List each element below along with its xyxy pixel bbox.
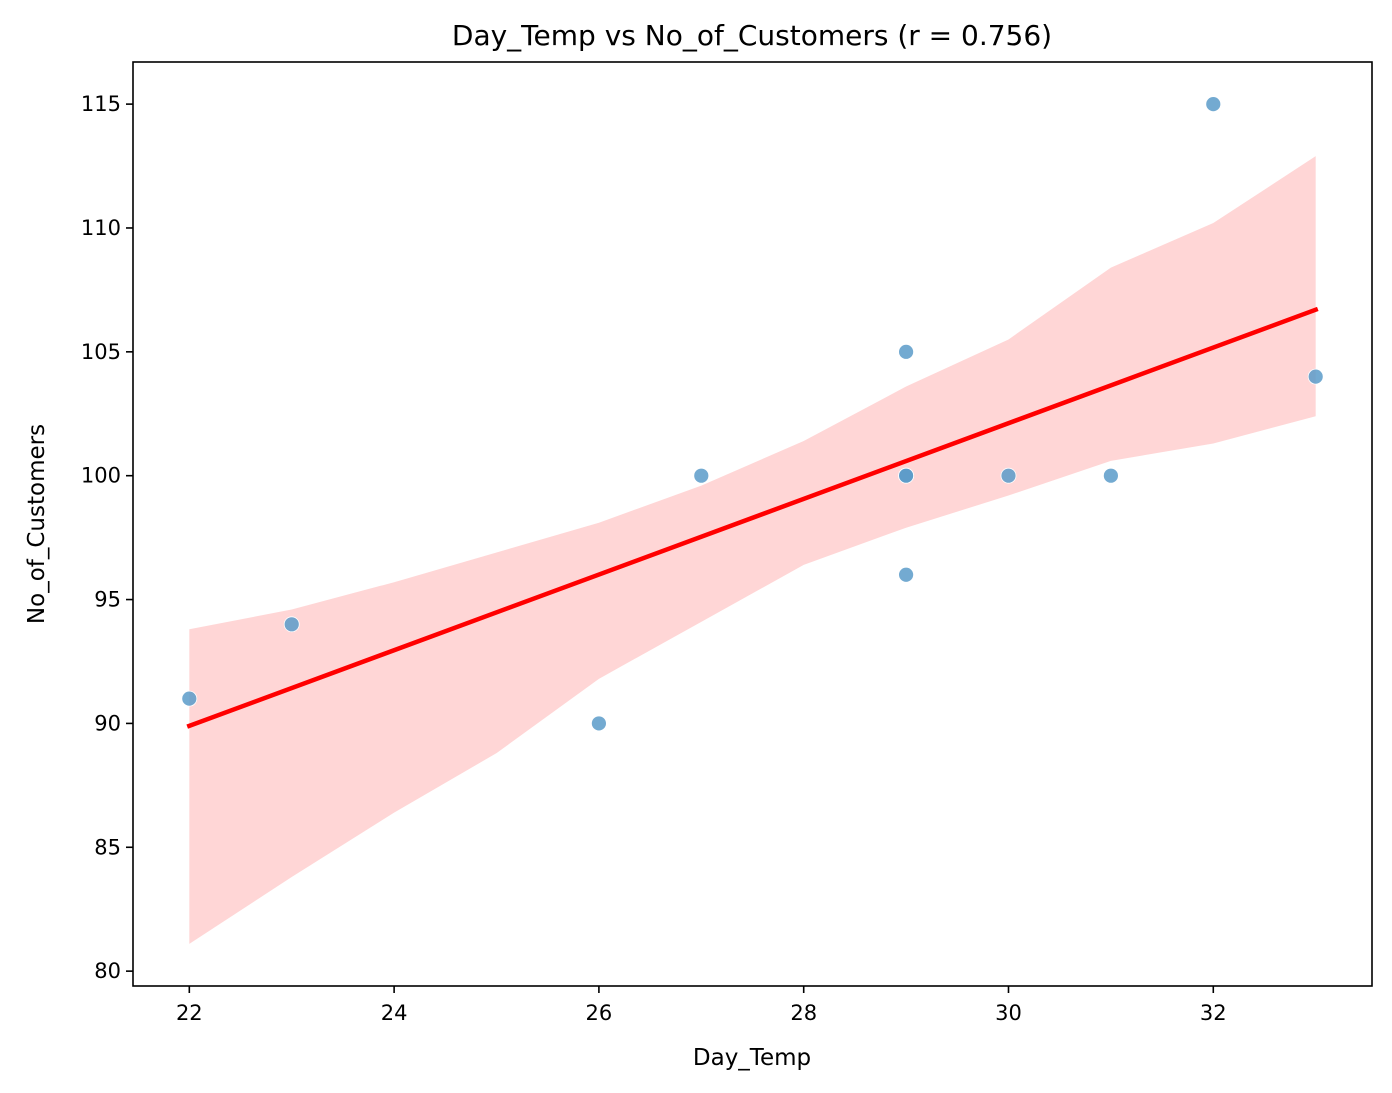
- x-axis-ticks: 22 24 26 28 30 32: [176, 986, 1227, 1025]
- x-tick-label: 26: [586, 1001, 613, 1025]
- data-point: [1307, 368, 1324, 385]
- data-point: [591, 715, 607, 732]
- x-tick-label: 22: [176, 1001, 203, 1025]
- x-tick-label: 32: [1200, 1001, 1227, 1025]
- x-tick-label: 28: [790, 1001, 817, 1025]
- confidence-band-layer: [189, 156, 1316, 944]
- y-tick-label: 80: [94, 959, 121, 983]
- x-axis-label: Day_Temp: [693, 1045, 811, 1071]
- data-point: [1205, 96, 1222, 113]
- data-point: [693, 467, 710, 484]
- data-point: [1000, 467, 1017, 484]
- data-point: [898, 566, 914, 583]
- plot-frame: [132, 61, 1373, 987]
- data-point: [898, 343, 914, 360]
- data-point: [181, 690, 198, 707]
- y-axis-ticks: 80 85 90 95 100 105 110 115: [81, 92, 133, 983]
- confidence-band: [189, 156, 1316, 944]
- regression-line-layer: [186, 306, 1319, 729]
- chart-title: Day_Temp vs No_of_Customers (r = 0.756): [452, 19, 1052, 52]
- points-layer: [181, 96, 1324, 732]
- y-tick-label: 110: [81, 216, 121, 240]
- y-tick-label: 115: [81, 92, 121, 116]
- y-tick-label: 85: [94, 835, 121, 859]
- data-point: [1102, 467, 1119, 484]
- data-point: [283, 616, 300, 633]
- y-tick-label: 100: [81, 464, 121, 488]
- data-point: [898, 467, 914, 484]
- x-tick-label: 24: [381, 1001, 408, 1025]
- y-tick-label: 90: [94, 711, 121, 735]
- y-tick-label: 105: [81, 340, 121, 364]
- y-axis-label: No_of_Customers: [24, 424, 50, 624]
- x-tick-label: 30: [995, 1001, 1022, 1025]
- y-tick-label: 95: [94, 588, 121, 612]
- regression-line: [186, 306, 1319, 729]
